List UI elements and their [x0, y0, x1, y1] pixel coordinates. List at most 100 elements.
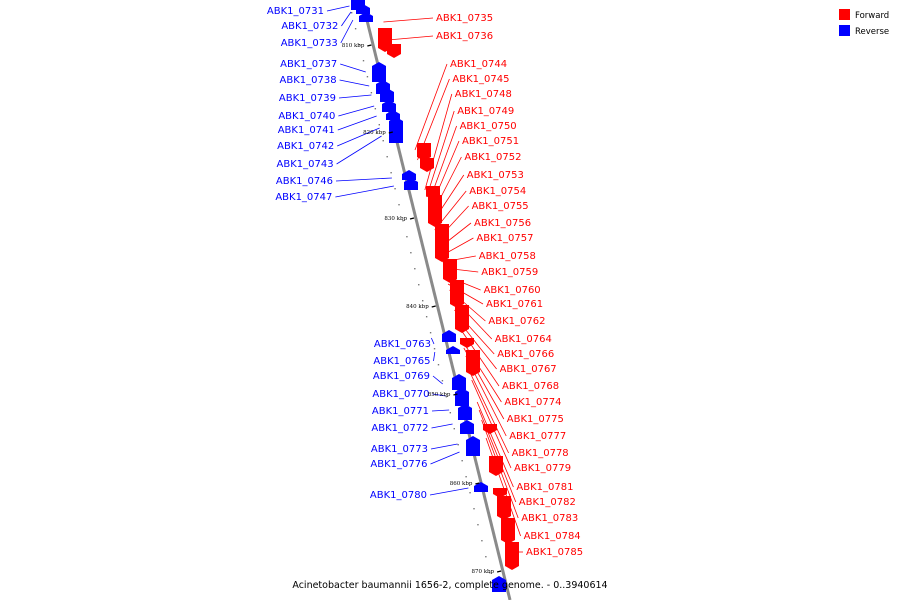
forward-gene-label[interactable]: ABK1_0778 — [512, 448, 569, 459]
forward-gene-arrow — [420, 168, 434, 172]
reverse-leader-line — [430, 451, 460, 465]
tick-mark — [496, 570, 502, 573]
reverse-gene-label[interactable]: ABK1_0772 — [371, 423, 428, 434]
forward-gene-label[interactable]: ABK1_0749 — [457, 106, 514, 117]
reverse-leader-line — [430, 443, 458, 450]
forward-gene-label[interactable]: ABK1_0783 — [521, 513, 578, 524]
tick-mark — [431, 305, 436, 308]
forward-gene-label[interactable]: ABK1_0762 — [488, 316, 545, 327]
axis-dot — [445, 396, 448, 398]
axis-dot — [358, 44, 361, 46]
reverse-gene-label[interactable]: ABK1_0771 — [372, 406, 429, 417]
forward-gene-label[interactable]: ABK1_0777 — [509, 431, 566, 442]
reverse-gene-block — [351, 0, 365, 10]
forward-gene-label[interactable]: ABK1_0755 — [472, 201, 529, 212]
forward-gene-label[interactable]: ABK1_0785 — [526, 547, 583, 558]
reverse-gene-block — [458, 408, 472, 420]
axis-dot — [469, 492, 471, 494]
forward-gene-label[interactable]: ABK1_0752 — [464, 152, 521, 163]
reverse-gene-label[interactable]: ABK1_0743 — [277, 159, 334, 170]
axis-dot — [394, 188, 396, 190]
reverse-leader-line — [335, 185, 394, 198]
axis-ticks: 810 kbp 820 kbp 830 kbp 840 kbp 850 kbp 860 k… — [342, 43, 502, 575]
forward-gene-label[interactable]: ABK1_0736 — [436, 31, 493, 42]
forward-gene-label[interactable]: ABK1_0760 — [484, 285, 541, 296]
forward-gene-label[interactable]: ABK1_0766 — [497, 349, 554, 360]
reverse-gene-label[interactable]: ABK1_0765 — [373, 356, 430, 367]
forward-gene-label[interactable]: ABK1_0779 — [514, 463, 571, 474]
reverse-leader-line — [335, 177, 392, 182]
reverse-leader-line — [432, 375, 443, 385]
reverse-gene-label[interactable]: ABK1_0770 — [372, 389, 429, 400]
forward-gene-label[interactable]: ABK1_0756 — [474, 218, 531, 229]
forward-gene-label[interactable]: ABK1_0759 — [481, 267, 538, 278]
forward-gene-label[interactable]: ABK1_0764 — [495, 334, 552, 345]
forward-gene-label[interactable]: ABK1_0753 — [467, 170, 524, 181]
forward-gene-label[interactable]: ABK1_0744 — [450, 59, 507, 70]
forward-gene-label[interactable]: ABK1_0748 — [455, 89, 512, 100]
reverse-gene-block — [372, 66, 386, 82]
forward-gene-block — [505, 542, 519, 566]
forward-gene-block — [387, 44, 401, 54]
reverse-gene-label[interactable]: ABK1_0740 — [278, 111, 335, 122]
forward-gene-label[interactable]: ABK1_0758 — [479, 251, 536, 262]
forward-gene-label[interactable]: ABK1_0784 — [524, 531, 581, 542]
forward-gene-label[interactable]: ABK1_0774 — [504, 397, 561, 408]
reverse-gene-block — [474, 486, 488, 492]
forward-gene-label[interactable]: ABK1_0761 — [486, 299, 543, 310]
reverse-gene-label[interactable]: ABK1_0738 — [280, 75, 337, 86]
forward-gene-label[interactable]: ABK1_0754 — [469, 186, 526, 197]
reverse-gene-label[interactable]: ABK1_0732 — [281, 21, 338, 32]
reverse-gene-block — [389, 121, 403, 143]
reverse-gene-label[interactable]: ABK1_0776 — [370, 459, 427, 470]
forward-leader-line — [436, 205, 469, 241]
reverse-gene-label[interactable]: ABK1_0747 — [275, 192, 332, 203]
forward-gene-arrow — [466, 372, 480, 376]
reverse-gene-block — [452, 378, 466, 390]
forward-gene-block — [501, 518, 515, 540]
reverse-leader-line — [431, 337, 435, 345]
reverse-gene-label[interactable]: ABK1_0763 — [374, 339, 431, 350]
forward-gene-label[interactable]: ABK1_0767 — [500, 364, 557, 375]
reverse-gene-label[interactable]: ABK1_0742 — [277, 141, 334, 152]
forward-gene-arrow — [387, 54, 401, 58]
forward-gene-label[interactable]: ABK1_0735 — [436, 13, 493, 24]
reverse-gene-label[interactable]: ABK1_0733 — [281, 38, 338, 49]
reverse-gene-label[interactable]: ABK1_0780 — [370, 490, 427, 501]
forward-gene-label[interactable]: ABK1_0750 — [460, 121, 517, 132]
axis-dot — [473, 508, 475, 510]
reverse-gene-label[interactable]: ABK1_0773 — [371, 444, 428, 455]
reverse-gene-arrow — [356, 4, 370, 8]
forward-leader-line — [476, 401, 514, 488]
axis-dot — [477, 524, 479, 526]
forward-gene-arrow — [460, 344, 474, 348]
axis-dot — [489, 572, 491, 574]
reverse-gene-arrow — [376, 80, 390, 84]
reverse-gene-label[interactable]: ABK1_0737 — [280, 59, 337, 70]
reverse-gene-label[interactable]: ABK1_0746 — [276, 176, 333, 187]
reverse-gene-arrow — [460, 420, 474, 424]
forward-leader-line — [471, 379, 512, 469]
reverse-gene-label[interactable]: ABK1_0731 — [267, 6, 324, 17]
reverse-gene-block — [466, 440, 480, 456]
forward-gene-label[interactable]: ABK1_0751 — [462, 136, 519, 147]
reverse-gene-label[interactable]: ABK1_0741 — [278, 125, 335, 136]
forward-leader-line — [417, 78, 450, 161]
axis-dot — [402, 220, 404, 222]
axis-dot — [481, 540, 483, 542]
reverse-gene-block — [446, 350, 460, 354]
reverse-leader-line — [340, 63, 366, 73]
reverse-gene-label[interactable]: ABK1_0739 — [279, 93, 336, 104]
reverse-gene-arrow — [458, 404, 472, 408]
forward-gene-label[interactable]: ABK1_0745 — [452, 74, 509, 85]
forward-leader-line — [414, 63, 448, 151]
reverse-gene-block — [402, 174, 416, 180]
reverse-gene-label[interactable]: ABK1_0769 — [373, 371, 430, 382]
forward-gene-label[interactable]: ABK1_0781 — [516, 482, 573, 493]
reverse-gene-block — [376, 84, 390, 94]
axis-dot — [386, 156, 388, 158]
forward-gene-label[interactable]: ABK1_0775 — [507, 414, 564, 425]
forward-gene-label[interactable]: ABK1_0782 — [519, 497, 576, 508]
forward-gene-label[interactable]: ABK1_0757 — [476, 233, 533, 244]
forward-gene-label[interactable]: ABK1_0768 — [502, 381, 559, 392]
